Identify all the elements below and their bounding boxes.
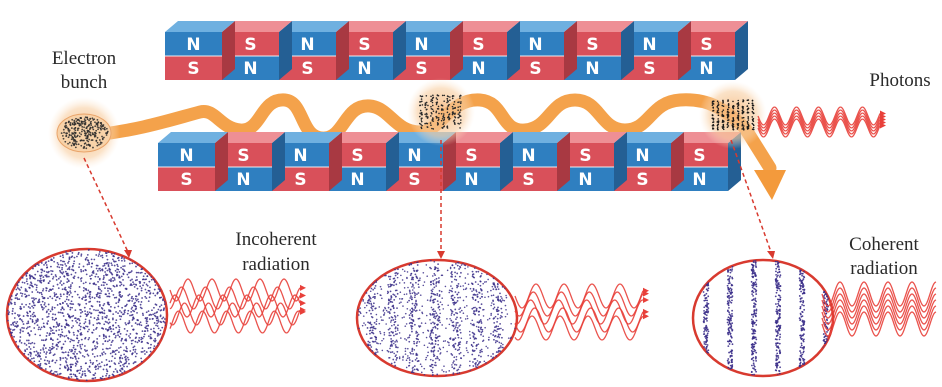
top-pole-upper-8: S xyxy=(586,35,598,55)
top-magnet-10: SN xyxy=(678,21,748,80)
top-pole-upper-4: S xyxy=(358,35,370,55)
bottom-pole-upper-8: S xyxy=(579,146,591,166)
electron-bunch-source xyxy=(48,97,120,169)
bottom-pole-upper-10: S xyxy=(693,146,705,166)
zoom-partially-bunched xyxy=(355,258,519,378)
bottom-pole-lower-7: S xyxy=(522,170,534,190)
top-pole-upper-6: S xyxy=(472,35,484,55)
top-pole-lower-10: N xyxy=(699,59,713,79)
photons-label: Photons xyxy=(869,70,930,91)
bottom-pole-lower-10: N xyxy=(692,170,706,190)
coherent-label-line2: radiation xyxy=(850,258,918,279)
coherent-label-line1: Coherent xyxy=(849,234,919,255)
bottom-pole-lower-3: S xyxy=(294,170,306,190)
bottom-magnet-1: NS xyxy=(158,132,228,191)
guide-arrow-3 xyxy=(730,139,775,259)
bottom-pole-upper-1: N xyxy=(179,146,193,166)
top-pole-upper-5: N xyxy=(414,35,428,55)
bottom-pole-lower-6: N xyxy=(464,170,478,190)
electron-bunch-label-line1: Electron xyxy=(52,48,117,69)
bottom-pole-lower-4: N xyxy=(350,170,364,190)
top-pole-lower-9: S xyxy=(643,59,655,79)
guide-arrow-2 xyxy=(437,140,445,259)
bottom-pole-upper-4: S xyxy=(351,146,363,166)
incoherent-radiation-waves xyxy=(169,278,306,334)
photon-waves xyxy=(757,106,886,138)
incoherent-label-line1: Incoherent xyxy=(235,229,317,250)
zoom-incoherent xyxy=(5,247,169,383)
bottom-pole-upper-3: N xyxy=(293,146,307,166)
top-pole-upper-9: N xyxy=(642,35,656,55)
top-pole-lower-1: S xyxy=(187,59,199,79)
bottom-pole-lower-1: S xyxy=(180,170,192,190)
bottom-pole-lower-5: S xyxy=(408,170,420,190)
bottom-pole-upper-9: N xyxy=(635,146,649,166)
partial-radiation-waves xyxy=(514,283,649,341)
electron-bunch-coherent xyxy=(699,81,767,149)
top-pole-lower-6: N xyxy=(471,59,485,79)
top-pole-upper-1: N xyxy=(186,35,200,55)
guide-arrow-1 xyxy=(83,157,132,258)
top-magnet-8: SN xyxy=(564,21,634,80)
bottom-pole-upper-2: S xyxy=(237,146,249,166)
electron-bunch-microbunching xyxy=(407,78,475,146)
top-pole-upper-2: S xyxy=(244,35,256,55)
top-pole-lower-8: N xyxy=(585,59,599,79)
beam-arrow-head xyxy=(754,170,786,200)
zoom-coherent xyxy=(691,258,835,378)
bottom-pole-lower-9: S xyxy=(636,170,648,190)
top-pole-upper-3: N xyxy=(300,35,314,55)
top-pole-lower-3: S xyxy=(301,59,313,79)
top-pole-lower-5: S xyxy=(415,59,427,79)
bottom-pole-lower-2: N xyxy=(236,170,250,190)
top-pole-lower-7: S xyxy=(529,59,541,79)
bottom-pole-lower-8: N xyxy=(578,170,592,190)
coherent-radiation-waves xyxy=(821,281,937,337)
bottom-pole-upper-5: N xyxy=(407,146,421,166)
bottom-pole-upper-7: N xyxy=(521,146,535,166)
top-pole-upper-10: S xyxy=(700,35,712,55)
bottom-pole-upper-6: S xyxy=(465,146,477,166)
top-pole-upper-7: N xyxy=(528,35,542,55)
electron-bunch-label-line2: bunch xyxy=(61,72,108,93)
top-pole-lower-2: N xyxy=(243,59,257,79)
top-magnet-1: NS xyxy=(165,21,235,80)
top-magnet-3: NS xyxy=(279,21,349,80)
incoherent-label-line2: radiation xyxy=(242,254,310,275)
top-pole-lower-4: N xyxy=(357,59,371,79)
